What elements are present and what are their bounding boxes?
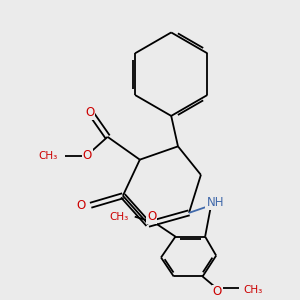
Text: CH₃: CH₃ [110, 212, 129, 222]
Text: O: O [147, 210, 156, 223]
Text: O: O [83, 149, 92, 162]
Text: O: O [85, 106, 94, 119]
Text: O: O [212, 286, 222, 298]
Text: NH: NH [206, 196, 224, 209]
Text: CH₃: CH₃ [38, 151, 58, 161]
Text: CH₃: CH₃ [243, 285, 262, 296]
Text: O: O [77, 199, 86, 212]
